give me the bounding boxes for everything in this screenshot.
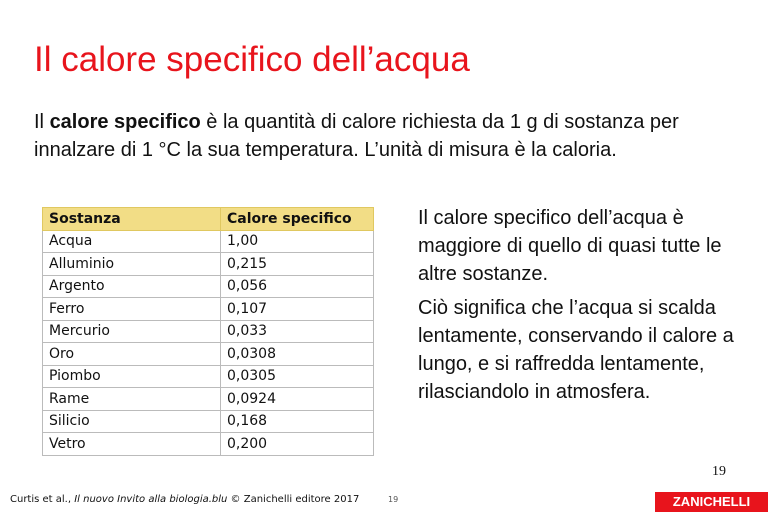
table-cell: Mercurio — [42, 319, 221, 343]
table-cell: Argento — [42, 274, 221, 298]
table-cell: Ferro — [42, 297, 221, 321]
table: Sostanza Calore specifico Acqua 1,00 Allumin… — [42, 207, 374, 456]
table-row: Piombo 0,0305 — [42, 364, 374, 388]
side-text: Il calore specifico dell’acqua è maggior… — [418, 204, 738, 412]
intro: Il calore specifico è la quantità di cal… — [34, 108, 744, 164]
logo: ZANICHELLI — [655, 492, 768, 512]
table-cell: Vetro — [42, 432, 221, 456]
table-cell: 0,0308 — [220, 342, 374, 366]
footer: Curtis et al., Il nuovo Invito alla biol… — [10, 494, 359, 505]
table-cell: 1,00 — [220, 229, 374, 253]
table-cell: Rame — [42, 387, 221, 411]
table-cell: 0,215 — [220, 252, 374, 276]
table-cell: 0,107 — [220, 297, 374, 321]
table-row: Oro 0,0308 — [42, 342, 374, 366]
title: Il calore specifico dell’acqua — [34, 40, 470, 79]
table-cell: Silicio — [42, 409, 221, 433]
footer-text: © Zanichelli editore 2017 — [227, 494, 360, 505]
table-cell: 0,033 — [220, 319, 374, 343]
page-number: 19 — [712, 464, 726, 479]
footer-number: 19 — [388, 495, 399, 504]
footer-book: Il nuovo Invito alla biologia.blu — [74, 494, 228, 505]
table-row: Alluminio 0,215 — [42, 252, 374, 276]
intro-text: è la quantità di calore richiesta da 1 g… — [34, 111, 679, 161]
table-cell: Acqua — [42, 229, 221, 253]
table-cell: 0,168 — [220, 409, 374, 433]
table-row: Acqua 1,00 — [42, 229, 374, 253]
table-row: Silicio 0,168 — [42, 409, 374, 433]
table-cell: 0,0305 — [220, 364, 374, 388]
table-cell: Oro — [42, 342, 221, 366]
table-cell: 0,0924 — [220, 387, 374, 411]
intro-bold: calore specifico — [49, 111, 201, 133]
table-row: Mercurio 0,033 — [42, 319, 374, 343]
paragraph: Ciò significa che l’acqua si scalda lent… — [418, 297, 734, 403]
header-cell: Sostanza — [42, 207, 221, 231]
table-row: Argento 0,056 — [42, 274, 374, 298]
table-cell: Alluminio — [42, 252, 221, 276]
table-cell: 0,056 — [220, 274, 374, 298]
header-cell: Calore specifico — [220, 207, 374, 231]
paragraph: Il calore specifico dell’acqua è maggior… — [418, 207, 722, 285]
table-cell: 0,200 — [220, 432, 374, 456]
table-row: Vetro 0,200 — [42, 432, 374, 456]
table-row: Ferro 0,107 — [42, 297, 374, 321]
intro-text: Il — [34, 111, 50, 133]
table-row: Rame 0,0924 — [42, 387, 374, 411]
table-header: Sostanza Calore specifico — [42, 207, 374, 231]
footer-text: Curtis et al., — [10, 494, 75, 505]
table-cell: Piombo — [42, 364, 221, 388]
